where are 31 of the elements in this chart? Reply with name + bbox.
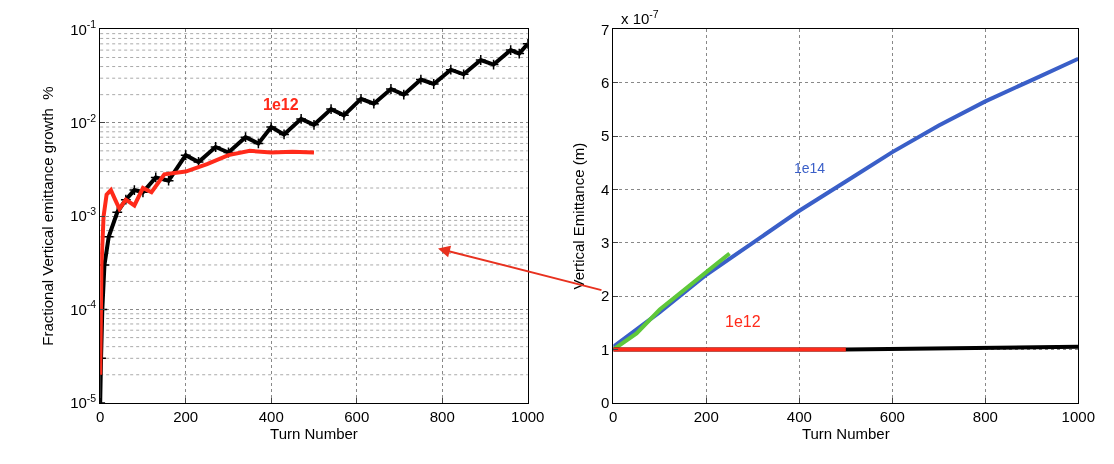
y-tick-label: 4 [600, 180, 610, 198]
y-tick-label: 10$^{-2}$ [70, 111, 97, 131]
x-tick-label: 600 [879, 407, 905, 425]
y-tick-label: 10$^{-5}$ [70, 391, 97, 412]
x-tick-label: 600 [344, 407, 370, 425]
x-tick-label: 1000 [511, 407, 545, 425]
x-tick-label: 200 [173, 407, 199, 425]
y-tick-label: 10$^{-3}$ [70, 205, 97, 225]
x-tick-label: 800 [972, 407, 998, 425]
x-axis-title: Turn Number [801, 424, 890, 442]
y-tick-label: 2 [600, 287, 610, 305]
x-tick-label: 400 [786, 407, 812, 425]
y-axis-title: Vertical Emittance (m) [570, 142, 588, 290]
x-tick-label: 1000 [1061, 407, 1095, 425]
annotation: 1e12 [263, 96, 299, 113]
y-tick-label: 10$^{-1}$ [70, 18, 97, 38]
annotation: 1e12 [725, 313, 761, 330]
y-tick-label: 1 [600, 340, 610, 358]
y-tick-label: 6 [600, 73, 610, 91]
y-tick-label: 5 [600, 127, 610, 145]
y-axis-title: Fractional Vertical emittance growth % [39, 86, 57, 346]
y-tick-label: 10$^{-4}$ [70, 298, 97, 318]
x-tick-label: 200 [693, 407, 719, 425]
y-tick-label: 0 [600, 394, 610, 412]
y-tick-label: 7 [600, 20, 610, 38]
x-tick-label: 800 [429, 407, 455, 425]
text: x 10$^{-7}$ [621, 8, 659, 28]
x-axis-title: Turn Number [270, 424, 358, 442]
x-tick-label: 400 [258, 407, 284, 425]
annotation: 1e14 [794, 160, 826, 176]
y-tick-label: 3 [600, 234, 610, 252]
